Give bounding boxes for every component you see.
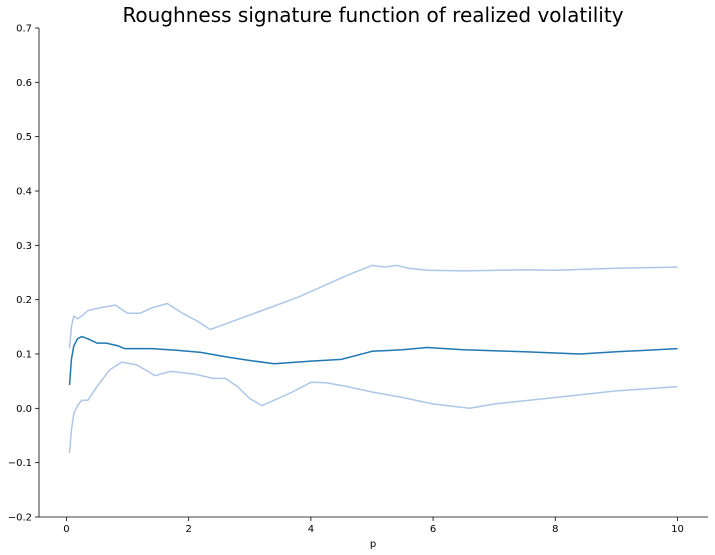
x-tick-label: 6 bbox=[430, 524, 436, 535]
series-line-lower-band bbox=[68, 361, 678, 453]
y-tick-label: 0.4 bbox=[16, 187, 32, 198]
y-tick-label: 0.5 bbox=[16, 132, 32, 143]
x-tick-label: 8 bbox=[552, 524, 558, 535]
x-tick-label: 4 bbox=[308, 524, 314, 535]
y-axis-ticks: −0.2 −0.1 0.0 0.1 0.2 0.3 0.4 0.5 0.6 0.7 bbox=[8, 24, 39, 524]
y-tick-label: 0.7 bbox=[16, 24, 32, 35]
y-tick-label: 0.6 bbox=[16, 78, 32, 89]
y-tick-label: −0.2 bbox=[8, 513, 32, 524]
y-tick-label: 0.1 bbox=[16, 350, 32, 361]
y-tick-label: −0.1 bbox=[8, 458, 32, 469]
y-tick-label: 0.0 bbox=[16, 404, 32, 415]
y-tick-label: 0.3 bbox=[16, 241, 32, 252]
y-tick-label: 0.2 bbox=[16, 295, 32, 306]
x-axis-ticks: 0 2 4 6 8 10 bbox=[63, 517, 684, 535]
series-line-upper-band bbox=[68, 264, 678, 349]
plot-area bbox=[68, 264, 678, 453]
x-tick-label: 2 bbox=[185, 524, 191, 535]
x-tick-label: 10 bbox=[671, 524, 684, 535]
x-axis-label: p bbox=[370, 539, 376, 550]
chart-title: Roughness signature function of realized… bbox=[122, 3, 623, 27]
x-tick-label: 0 bbox=[63, 524, 69, 535]
series-line-estimate bbox=[68, 335, 678, 386]
